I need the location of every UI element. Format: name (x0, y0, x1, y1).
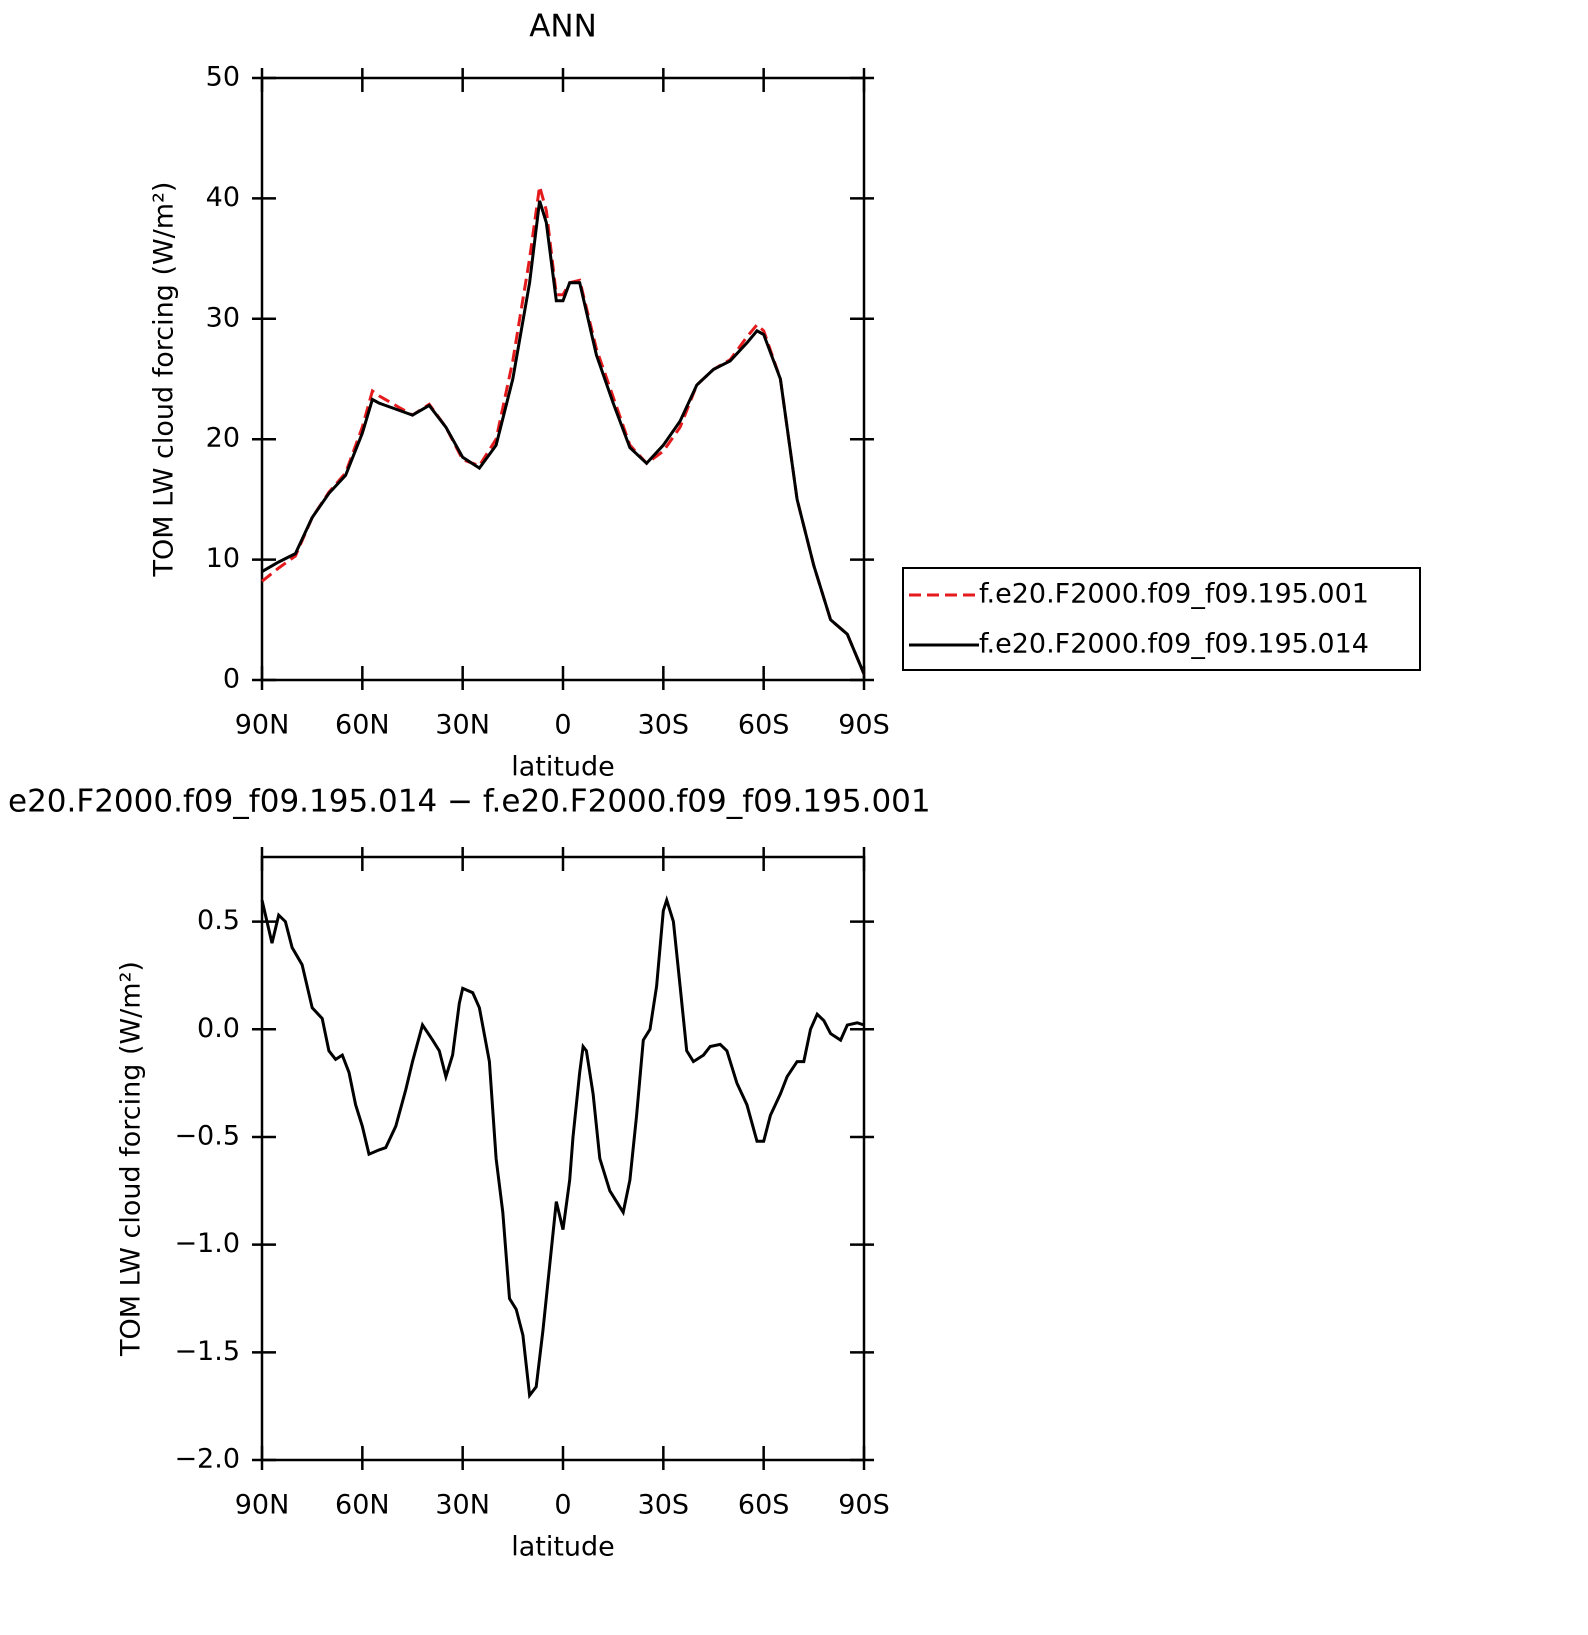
x-tick-label: 30S (638, 1490, 690, 1521)
y-tick-label: 40 (206, 182, 240, 213)
y-tick-label: 0.0 (197, 1013, 240, 1044)
y-tick-label: 50 (206, 62, 240, 93)
x-tick-label: 60N (335, 710, 390, 741)
chart-title: ANN (529, 9, 597, 45)
plot-frame (260, 76, 866, 682)
y-tick-label: 0 (223, 664, 240, 695)
x-tick-label: 60S (738, 1490, 790, 1521)
x-tick-label: 90N (235, 1490, 290, 1521)
x-axis-label: latitude (511, 1532, 615, 1563)
y-axis-label: TOM LW cloud forcing (W/m²) (116, 961, 147, 1357)
y-tick-label: 20 (206, 423, 240, 454)
y-axis-label: TOM LW cloud forcing (W/m²) (149, 182, 180, 578)
y-tick-label: −0.5 (174, 1120, 240, 1151)
x-tick-label: 30S (638, 710, 690, 741)
data-line (261, 200, 866, 675)
y-tick-label: 10 (206, 543, 240, 574)
data-line (260, 895, 865, 1400)
x-tick-label: 0 (554, 1490, 571, 1521)
data-line (261, 185, 866, 675)
y-tick-label: 30 (206, 302, 240, 333)
legend-label: f.e20.F2000.f09_f09.195.001 (979, 579, 1369, 610)
x-tick-label: 60N (335, 1490, 390, 1521)
x-tick-label: 30N (435, 710, 490, 741)
plot-frame (260, 855, 866, 1462)
y-tick-label: −1.5 (174, 1336, 240, 1367)
x-axis-label: latitude (511, 752, 615, 783)
legend-label: f.e20.F2000.f09_f09.195.014 (979, 629, 1369, 660)
x-tick-label: 60S (738, 710, 790, 741)
x-tick-label: 0 (554, 710, 571, 741)
x-tick-label: 90S (838, 710, 890, 741)
legend-box (902, 567, 1421, 671)
chart-title: e20.F2000.f09_f09.195.014 − f.e20.F2000.… (8, 784, 931, 820)
y-tick-label: −1.0 (174, 1228, 240, 1259)
x-tick-label: 90N (235, 710, 290, 741)
x-tick-label: 90S (838, 1490, 890, 1521)
y-tick-label: 0.5 (197, 905, 240, 936)
x-tick-label: 30N (435, 1490, 490, 1521)
y-tick-label: −2.0 (174, 1444, 240, 1475)
